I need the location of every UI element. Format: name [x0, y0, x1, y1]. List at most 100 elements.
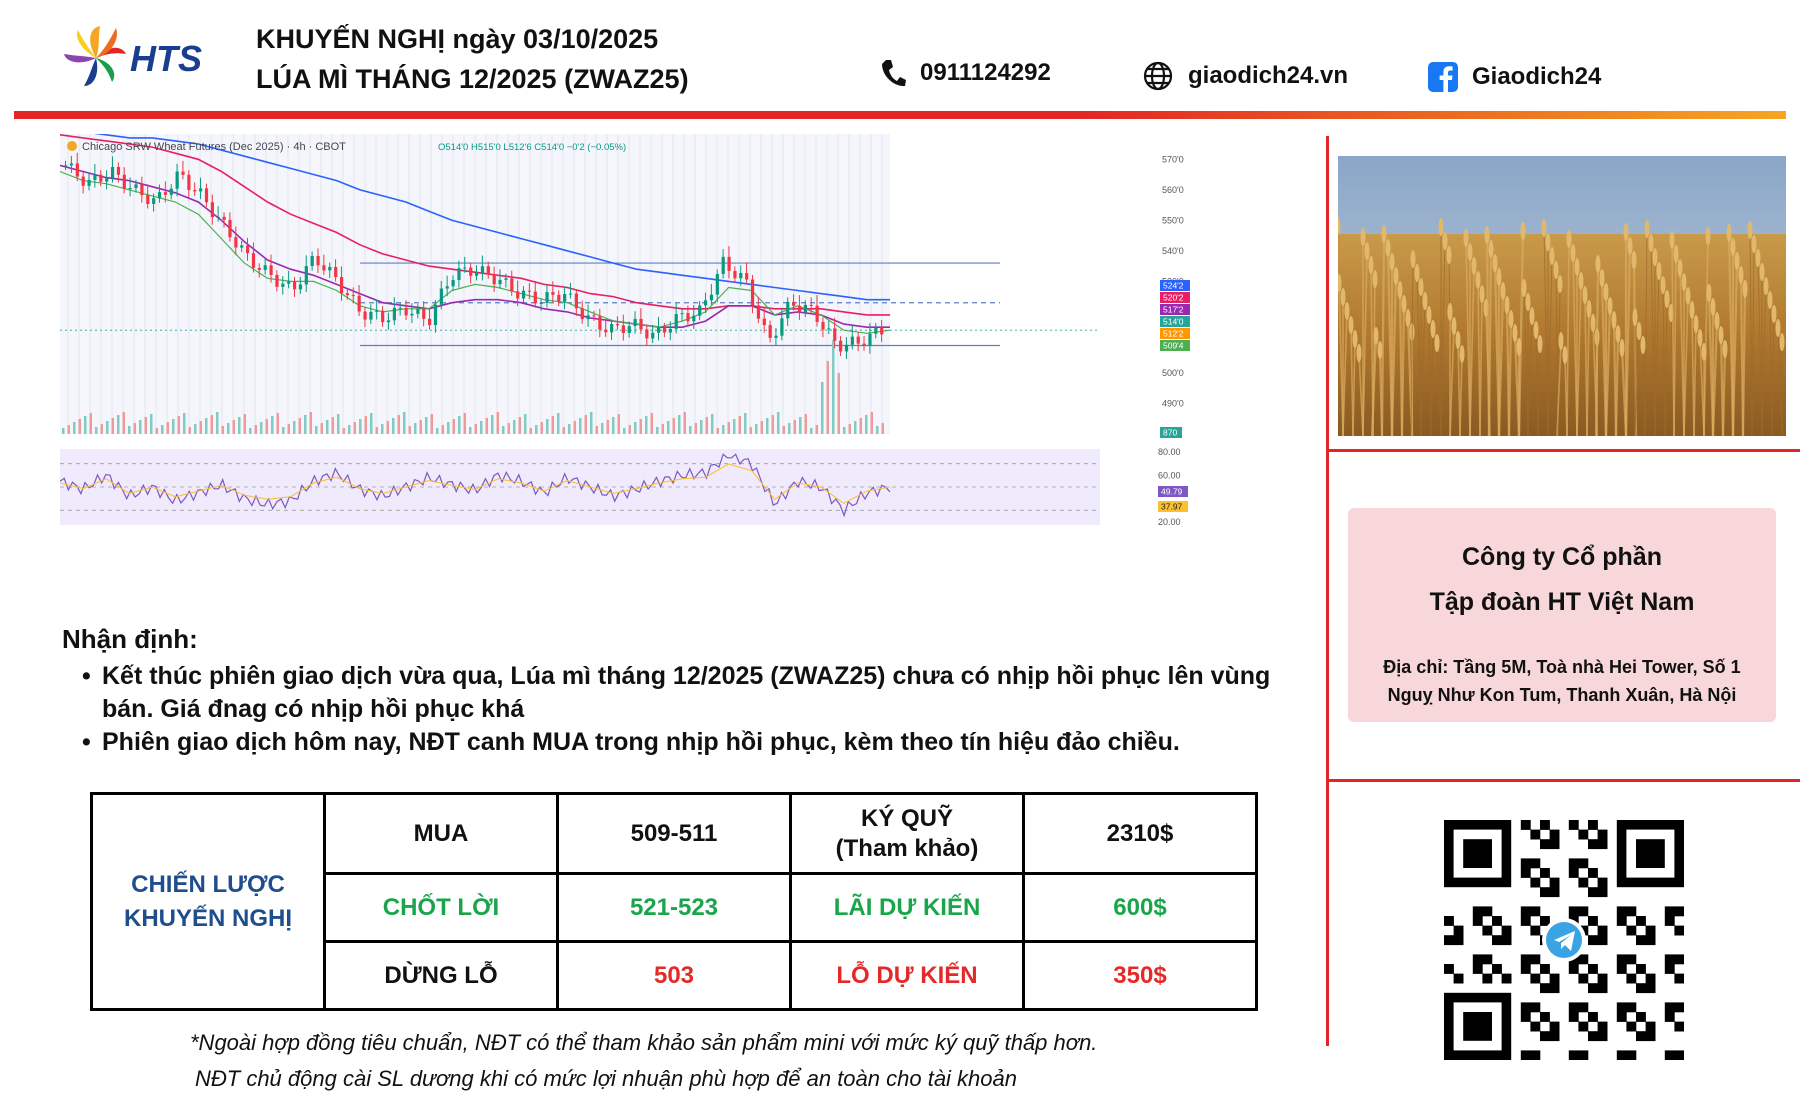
candle-body — [357, 295, 361, 312]
candle-body — [510, 278, 514, 292]
volume-bar — [122, 412, 125, 434]
price-label-tag — [1160, 280, 1190, 291]
candle-body — [310, 255, 314, 267]
volume-bar — [276, 413, 279, 434]
contact-facebook[interactable]: Giaodich24 — [1428, 62, 1601, 92]
candle-body — [615, 323, 620, 326]
buy-label: MUA — [323, 792, 559, 875]
volume-bar — [100, 424, 103, 434]
candle-body — [292, 281, 297, 290]
candle-body — [768, 325, 772, 338]
candle-body — [739, 272, 743, 279]
column-divider — [1326, 136, 1329, 1046]
candle-body — [809, 304, 813, 306]
candle-body — [422, 308, 426, 319]
volume-bar — [326, 420, 329, 434]
candle-body — [651, 332, 655, 339]
volume-bar — [441, 425, 444, 434]
volume-bar — [199, 421, 202, 434]
company-name-line2: Tập đoàn HT Việt Nam — [1429, 588, 1695, 616]
facebook-page: Giaodich24 — [1472, 63, 1602, 90]
volume-bar — [469, 427, 472, 434]
candle-body — [87, 179, 91, 186]
take-profit-range: 521-523 — [556, 872, 792, 943]
volume-bar — [342, 428, 345, 434]
candle-body — [574, 293, 579, 309]
volume-bar — [535, 425, 538, 434]
candle-body — [551, 292, 555, 295]
candle-body — [792, 301, 796, 306]
candle-body — [686, 313, 690, 322]
contact-phone[interactable]: 0911124292 — [880, 58, 1051, 88]
volume-bar — [67, 425, 70, 434]
candle-body — [328, 266, 332, 271]
volume-bar — [799, 417, 802, 434]
volume-bar — [705, 417, 708, 434]
candle-body — [598, 316, 602, 330]
price-label-tag — [1160, 316, 1190, 327]
volume-bar — [315, 426, 318, 434]
volume-bar — [89, 413, 92, 434]
volume-bar — [249, 428, 252, 434]
volume-bar — [271, 416, 274, 434]
volume-bar — [309, 412, 312, 434]
price-label-text: 524'2 — [1163, 281, 1184, 291]
volume-bar — [436, 428, 439, 434]
volume-bar — [84, 416, 87, 434]
volume-bar — [821, 382, 824, 434]
margin-value: 2310$ — [1022, 792, 1258, 875]
volume-bar — [139, 420, 142, 434]
candle-body — [750, 279, 755, 306]
rsi-tick-label: 80.00 — [1158, 447, 1181, 457]
volume-bar — [430, 414, 433, 434]
volume-bar — [144, 417, 147, 434]
volume-bar — [870, 412, 873, 434]
candle-body — [469, 267, 473, 276]
candle-body — [204, 188, 209, 203]
company-info-card: Công ty Cổ phần Tập đoàn HT Việt Nam Địa… — [1348, 508, 1776, 722]
price-label-text: 520'2 — [1163, 293, 1184, 303]
candle-body — [157, 192, 162, 199]
globe-icon — [1143, 61, 1173, 91]
candle-body — [580, 308, 584, 320]
candle-body — [351, 295, 355, 297]
candle-body — [81, 176, 85, 186]
candle-body — [375, 310, 379, 312]
chart-ohlc-readout: O514'0 H515'0 L512'6 C514'0 −0'2 (−0.05%… — [438, 142, 626, 153]
candle-body — [75, 163, 79, 177]
volume-bar — [177, 416, 180, 434]
volume-bar — [848, 424, 851, 434]
candle-body — [369, 311, 373, 320]
contact-website[interactable]: giaodich24.vn — [1142, 60, 1348, 92]
candle-body — [703, 300, 708, 306]
volume-bar — [232, 420, 235, 434]
candle-body — [492, 274, 496, 285]
volume-bar — [73, 422, 76, 434]
volume-bar — [282, 427, 285, 434]
candle-body — [797, 305, 802, 313]
analysis-bullet-text: Kết thúc phiên giao dịch vừa qua, Lúa mì… — [102, 662, 1271, 723]
candle-body — [868, 333, 872, 347]
candle-body — [698, 305, 702, 316]
candle-body — [216, 216, 220, 218]
candle-body — [398, 307, 402, 309]
candle-body — [803, 304, 807, 313]
price-label-text: 514'0 — [1163, 317, 1184, 327]
volume-bar — [78, 419, 81, 434]
section-divider — [1326, 449, 1800, 452]
candle-body — [410, 313, 414, 316]
candle-body — [99, 174, 103, 182]
volume-bar — [584, 415, 587, 434]
volume-bar — [359, 419, 362, 434]
candle-body — [134, 184, 138, 189]
volume-bar — [793, 420, 796, 434]
candle-body — [657, 327, 661, 333]
volume-bar — [348, 425, 351, 434]
volume-bar — [463, 413, 466, 434]
candle-body — [187, 174, 191, 191]
volume-bar — [568, 424, 571, 434]
candle-body — [874, 327, 878, 334]
volume-bar — [452, 419, 455, 434]
qr-code[interactable] — [1444, 820, 1684, 1060]
candle-body — [880, 327, 884, 335]
